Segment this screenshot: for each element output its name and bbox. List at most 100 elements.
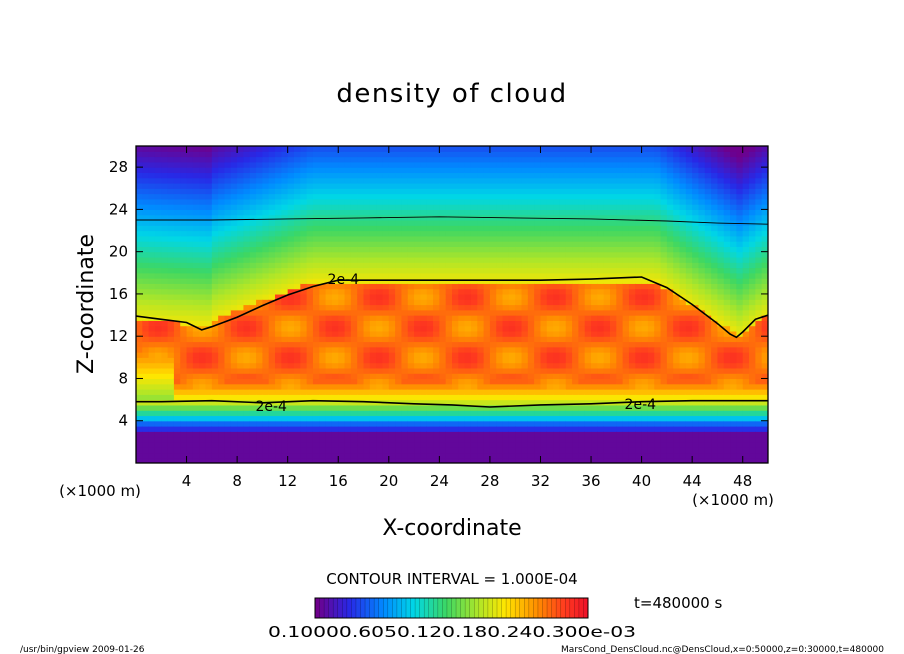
colorbar-swatch [419, 598, 425, 618]
density-field [136, 146, 768, 463]
colorbar-swatch [383, 598, 389, 618]
plot-frame [135, 145, 769, 464]
colorbar-swatch [506, 598, 512, 618]
colorbar-swatch [551, 598, 557, 618]
colorbar-swatch [483, 598, 489, 618]
colorbar-swatch [528, 598, 534, 618]
colorbar-swatch [515, 598, 521, 618]
x-tick-label: 44 [683, 472, 702, 490]
x-tick-label: 36 [581, 472, 600, 490]
x-tick-label: 20 [379, 472, 398, 490]
y-tick-label: 24 [109, 200, 128, 218]
colorbar-swatch [578, 598, 584, 618]
colorbar-swatch [460, 598, 466, 618]
colorbar-swatch [560, 598, 566, 618]
colorbar-swatch [342, 598, 348, 618]
y-tick-label: 16 [109, 285, 128, 303]
colorbar-swatch [428, 598, 434, 618]
colorbar-swatch [351, 598, 357, 618]
contour-line-0 [136, 276, 768, 339]
colorbar-swatch [492, 598, 498, 618]
colorbar-swatch [333, 598, 339, 618]
x-axis-label: X-coordinate [382, 516, 521, 541]
y-tick-label: 12 [109, 327, 128, 345]
colorbar-swatch [365, 598, 371, 618]
colorbar-swatch [387, 598, 393, 618]
colorbar-swatch [497, 598, 503, 618]
colorbar-swatch [406, 598, 412, 618]
colorbar-swatch [519, 598, 525, 618]
x-tick-label: 48 [733, 472, 752, 490]
colorbar-swatch [565, 598, 571, 618]
colorbar-swatch [487, 598, 493, 618]
y-axis-ticks: 4 8 12 16 20 24 28 [109, 158, 768, 430]
colorbar-swatch [556, 598, 562, 618]
colorbar-swatch [537, 598, 543, 618]
x-axis-ticks: 4 8 12 16 20 24 28 32 36 40 44 48 [182, 146, 752, 490]
x-tick-label: 32 [531, 472, 550, 490]
colorbar-swatch [319, 598, 325, 618]
colorbar-swatch [437, 598, 443, 618]
footer-right: MarsCond_DensCloud.nc@DensCloud,x=0:5000… [561, 645, 884, 654]
x-tick-label: 16 [329, 472, 348, 490]
y-tick-label: 28 [109, 158, 128, 176]
colorbar-swatch [524, 598, 530, 618]
colorbar-swatch [583, 598, 589, 618]
colorbar-swatch [396, 598, 402, 618]
colorbar-swatch [574, 598, 580, 618]
contour-labels: 2e-4 2e-4 2e-4 [255, 272, 656, 415]
contour-interval: CONTOUR INTERVAL = 1.000E-04 [326, 570, 577, 588]
colorbar-swatch [328, 598, 334, 618]
footer-left: /usr/bin/gpview 2009-01-26 [20, 645, 145, 654]
colorbar-swatch [542, 598, 548, 618]
colorbar-swatch [378, 598, 384, 618]
contour-line-1 [136, 399, 768, 408]
colorbar-swatch [360, 598, 366, 618]
contour-label-2: 2e-4 [625, 397, 657, 413]
colorbar-swatch [315, 598, 321, 618]
colorbar-swatch [392, 598, 398, 618]
x-tick-label: 24 [430, 472, 449, 490]
y-tick-label: 4 [118, 412, 128, 430]
x-tick-label: 8 [232, 472, 242, 490]
colorbar-swatch [324, 598, 330, 618]
colorbar-swatch [355, 598, 361, 618]
colorbar-swatch [446, 598, 452, 618]
x-tick-label: 40 [632, 472, 651, 490]
x-axis-unit: (×1000 m) [692, 491, 774, 509]
x-tick-label: 28 [480, 472, 499, 490]
x-tick-label: 12 [278, 472, 297, 490]
contour-label-0: 2e-4 [328, 272, 360, 288]
colorbar-swatch [510, 598, 516, 618]
y-axis-label: Z-coordinate [74, 234, 99, 374]
y-tick-label: 20 [109, 243, 128, 261]
x-tick-label: 4 [182, 472, 192, 490]
contour-line-2 [136, 216, 768, 225]
colorbar-swatch [456, 598, 462, 618]
colorbar-swatch [478, 598, 484, 618]
colorbar-swatch [433, 598, 439, 618]
colorbar-swatch [501, 598, 507, 618]
colorbar-swatch [337, 598, 343, 618]
colorbar-swatch [474, 598, 480, 618]
contour-lines [136, 216, 768, 408]
colorbar-swatch [401, 598, 407, 618]
y-axis-unit: (×1000 m) [59, 482, 141, 500]
colorbar-swatch [451, 598, 457, 618]
colorbar-swatch [374, 598, 380, 618]
colorbar-frame [314, 597, 589, 619]
colorbar-swatch [442, 598, 448, 618]
colorbar-labels: 0.10000.6050.120.180.240.300e-03 [268, 623, 636, 641]
colorbar-swatch [533, 598, 539, 618]
colorbar-swatch [547, 598, 553, 618]
colorbar-swatch [415, 598, 421, 618]
contour-label-1: 2e-4 [255, 399, 287, 415]
colorbar-swatch [465, 598, 471, 618]
colorbar-swatch [410, 598, 416, 618]
time-label: t=480000 s [634, 594, 722, 612]
colorbar-swatch [569, 598, 575, 618]
colorbar-swatch [424, 598, 430, 618]
chart-title: density of cloud [336, 79, 567, 109]
colorbar-swatch [346, 598, 352, 618]
